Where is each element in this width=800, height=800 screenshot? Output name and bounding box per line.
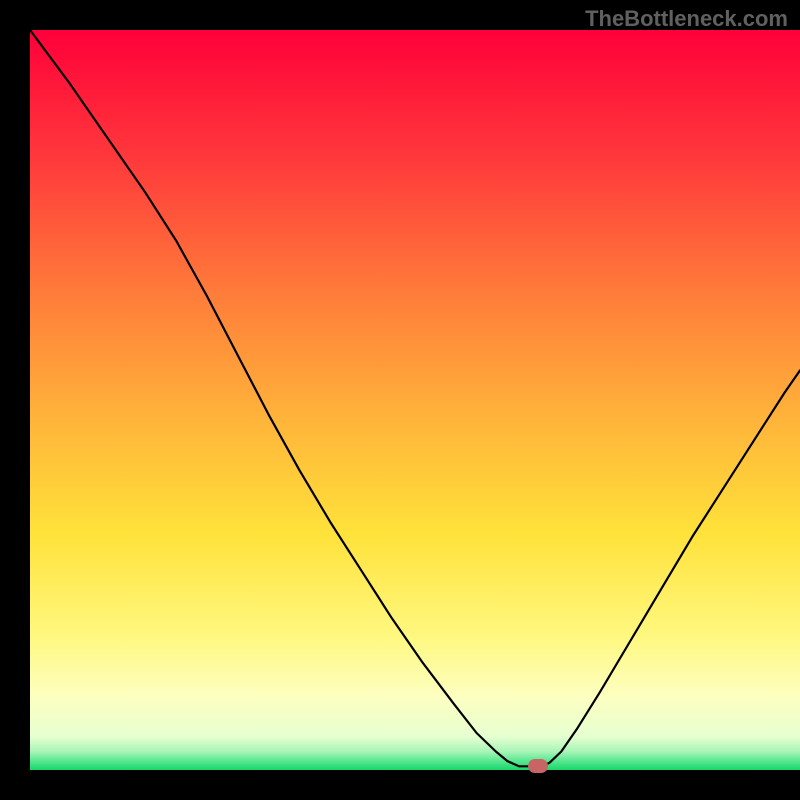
plot-area xyxy=(30,30,800,770)
attribution-text: TheBottleneck.com xyxy=(585,6,788,32)
chart-container: TheBottleneck.com xyxy=(0,0,800,800)
bottleneck-curve xyxy=(30,30,800,770)
optimal-point-marker xyxy=(528,759,548,773)
